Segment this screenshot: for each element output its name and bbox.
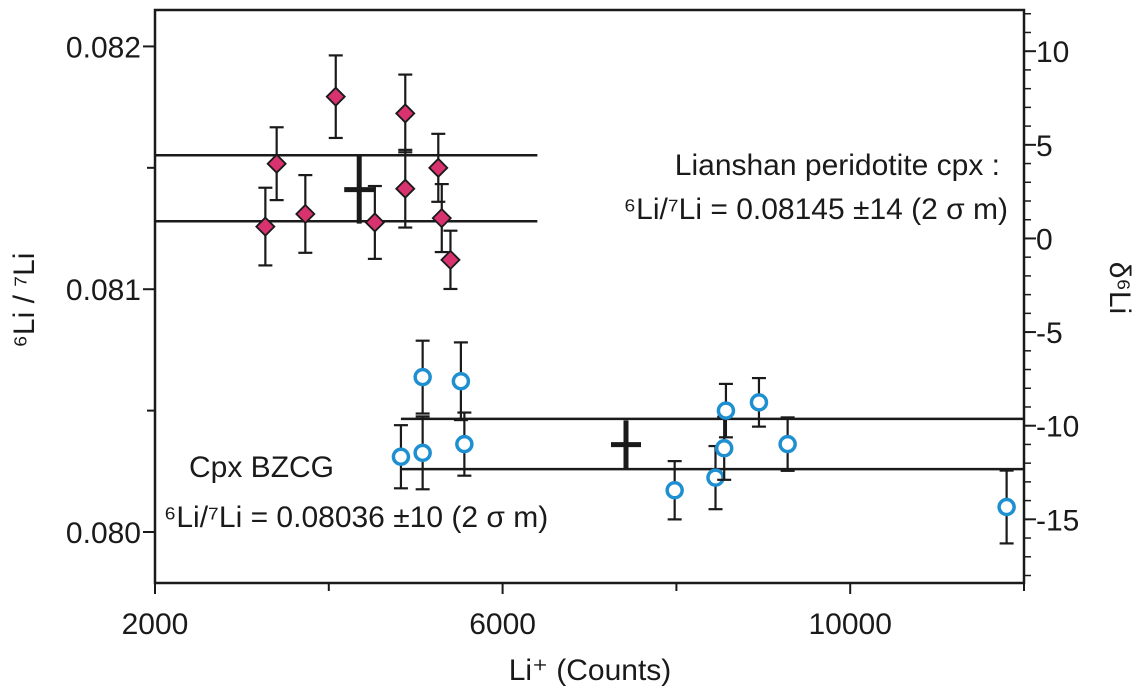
y2-axis-title: δ⁶Li xyxy=(1103,262,1133,314)
plot-frame xyxy=(153,8,1026,585)
y2-axis-ticks: 10 5 0 -5 -10 -15 xyxy=(1024,12,1079,577)
data-point-circle xyxy=(706,468,725,487)
data-point-diamond xyxy=(295,203,316,225)
y2-tick-label: 5 xyxy=(1036,130,1053,163)
data-point-circle xyxy=(455,434,474,454)
data-point-circle xyxy=(413,367,432,387)
data-point-diamond xyxy=(255,216,276,237)
data-point-diamond xyxy=(394,178,416,199)
y2-tick-label: 0 xyxy=(1036,223,1053,256)
data-point-circle xyxy=(451,371,471,391)
x-tick-label: 10000 xyxy=(808,608,891,641)
series-lianshan xyxy=(255,54,461,291)
data-point-diamond xyxy=(440,249,461,271)
y2-tick-label: -5 xyxy=(1036,317,1063,350)
x-axis-title: Li⁺ (Counts) xyxy=(509,654,672,687)
data-point-diamond xyxy=(428,157,449,179)
data-point-diamond xyxy=(394,103,416,124)
series-bzcg xyxy=(391,339,1016,545)
x-tick-label: 2000 xyxy=(122,608,189,641)
y-tick-label: 0.081 xyxy=(66,274,141,307)
data-point-circle xyxy=(413,443,432,463)
data-point-diamond xyxy=(266,153,287,174)
bzcg-label-line1: Cpx BZCG xyxy=(189,451,334,484)
data-point-circle xyxy=(391,447,411,466)
lianshan-label-line1: Lianshan peridotite cpx : xyxy=(675,149,1000,182)
data-point-circle xyxy=(778,434,797,454)
data-point-diamond xyxy=(364,212,386,233)
y-axis-ticks: 0.080 0.081 0.082 xyxy=(66,31,155,550)
data-point-circle xyxy=(716,401,736,420)
x-axis-ticks: 2000 6000 10000 xyxy=(122,583,1025,641)
data-point-diamond xyxy=(431,207,453,229)
data-point-circle xyxy=(997,497,1016,517)
y2-tick-label: 10 xyxy=(1036,36,1069,69)
y2-tick-label: -10 xyxy=(1036,411,1079,444)
y2-tick-label: -15 xyxy=(1036,504,1079,537)
bzcg-label-line2: ⁶Li/⁷Li = 0.08036 ±10 (2 σ m) xyxy=(164,501,548,534)
x-tick-label: 6000 xyxy=(469,608,536,641)
mean-crosses xyxy=(344,155,641,469)
data-point-circle xyxy=(749,393,769,412)
data-point-diamond xyxy=(325,86,347,107)
data-point-circle xyxy=(714,438,734,458)
y-axis-title: ⁶Li / ⁷Li xyxy=(8,253,41,348)
y-tick-label: 0.082 xyxy=(66,31,141,64)
lianshan-label-line2: ⁶Li/⁷Li = 0.08145 ±14 (2 σ m) xyxy=(624,193,1008,226)
data-point-circle xyxy=(665,481,684,500)
y-tick-label: 0.080 xyxy=(66,517,141,550)
